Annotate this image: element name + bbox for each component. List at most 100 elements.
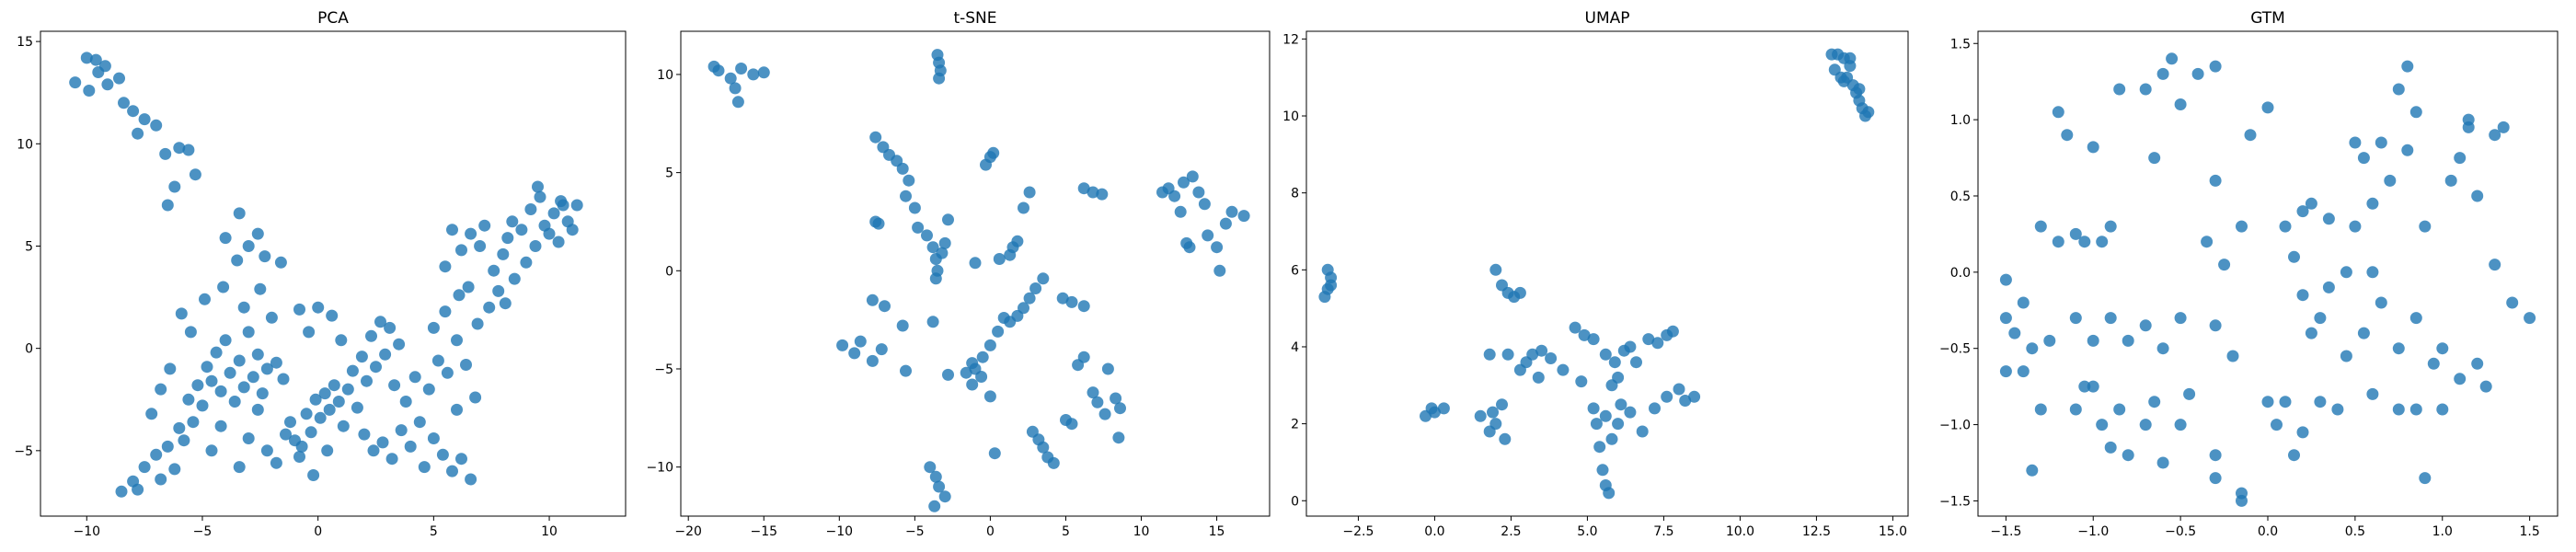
scatter-point — [2305, 197, 2317, 210]
scatter-point — [2471, 357, 2484, 370]
scatter-point — [113, 72, 125, 85]
scatter-point — [529, 240, 542, 252]
scatter-point — [921, 229, 933, 242]
scatter-point — [942, 213, 954, 226]
scatter-point — [446, 224, 458, 236]
scatter-point — [2392, 342, 2405, 355]
scatter-point — [2191, 67, 2204, 80]
scatter-point — [2375, 136, 2387, 149]
scatter-point — [866, 293, 879, 306]
scatter-point — [1605, 379, 1618, 392]
scatter-point — [161, 440, 174, 453]
scatter-point — [305, 426, 317, 439]
scatter-point — [492, 284, 505, 297]
scatter-point — [1630, 356, 1642, 369]
scatter-point — [1087, 186, 1099, 199]
scatter-point — [173, 142, 186, 155]
scatter-point — [1174, 205, 1187, 218]
scatter-point — [2349, 220, 2362, 233]
scatter-point — [408, 371, 421, 384]
scatter-point — [242, 326, 255, 339]
scatter-point — [1186, 170, 1199, 183]
panel-3: GTM −1.5 −1.0 −0.5 0.0 0.5 1.0 1.5 −1.5 −1.0 −0.5 0… — [1939, 9, 2559, 539]
scatter-point — [2174, 98, 2187, 110]
scatter-point — [2218, 259, 2231, 271]
scatter-point — [2209, 60, 2222, 73]
scatter-point — [237, 301, 250, 314]
scatter-point — [1437, 402, 1450, 415]
y-tick-label: 5 — [665, 167, 673, 181]
scatter-point — [2349, 136, 2362, 149]
scatter-point — [2183, 387, 2196, 400]
scatter-point — [988, 447, 1001, 460]
scatter-points — [1999, 52, 2536, 507]
y-tick-label: −5 — [654, 362, 673, 377]
scatter-points — [1318, 48, 1875, 500]
scatter-point — [2104, 220, 2117, 233]
scatter-point — [1499, 432, 1512, 445]
scatter-point — [173, 421, 186, 434]
scatter-point — [393, 338, 406, 351]
scatter-point — [145, 408, 158, 420]
scatter-point — [361, 374, 373, 387]
axes-frame — [680, 30, 1271, 517]
scatter-point — [1192, 186, 1205, 199]
scatter-point — [1056, 292, 1069, 305]
scatter-point — [453, 289, 466, 302]
scatter-point — [1474, 409, 1487, 422]
y-tick-label: 10 — [657, 68, 673, 83]
panel-2: UMAP −2.5 0.0 2.5 5.0 7.5 10.0 12.5 15.0 0 2 4 6 8 10 1… — [1282, 9, 1909, 539]
scatter-point — [903, 174, 915, 187]
scatter-point — [1661, 390, 1673, 403]
scatter-point — [2008, 327, 2021, 339]
scatter-point — [138, 113, 151, 126]
scatter-point — [300, 408, 313, 420]
scatter-point — [2087, 380, 2099, 393]
scatter-point — [446, 465, 458, 477]
scatter-point — [1575, 375, 1588, 388]
scatter-point — [1198, 198, 1211, 211]
scatter-point — [729, 82, 742, 95]
scatter-point — [132, 483, 144, 496]
y-tick-label: 15 — [17, 35, 33, 50]
scatter-point — [1219, 217, 1232, 230]
scatter-point — [2148, 396, 2161, 408]
scatter-point — [2479, 380, 2492, 393]
scatter-point — [231, 254, 244, 267]
axes-frame — [1305, 30, 1909, 517]
scatter-point — [2427, 357, 2440, 370]
scatter-point — [501, 232, 514, 245]
panel-1: t-SNE −20 −15 −10 −5 0 5 10 15 −10 −5 0 5 10 — [646, 9, 1271, 539]
scatter-point — [2096, 419, 2109, 431]
scatter-point — [2506, 296, 2519, 309]
scatter-point — [2236, 220, 2248, 233]
scatter-point — [1023, 186, 1036, 199]
scatter-point — [1837, 75, 1850, 87]
scatter-point — [465, 227, 477, 240]
scatter-point — [2113, 403, 2126, 416]
scatter-point — [2069, 403, 2082, 416]
scatter-point — [1599, 348, 1612, 361]
scatter-point — [731, 96, 744, 109]
scatter-point — [2366, 266, 2379, 279]
scatter-point — [379, 348, 392, 361]
scatter-point — [260, 362, 273, 375]
scatter-point — [439, 260, 452, 273]
scatter-point — [1489, 263, 1502, 276]
scatter-point — [256, 387, 269, 400]
scatter-point — [441, 366, 454, 379]
scatter-point — [332, 396, 345, 408]
scatter-point — [2052, 236, 2064, 248]
chart-title: t-SNE — [953, 9, 996, 28]
y-tick-label: 10 — [1282, 109, 1299, 124]
scatter-point — [1603, 487, 1616, 500]
scatter-points — [707, 49, 1250, 512]
scatter-point — [2017, 296, 2030, 309]
scatter-point — [1666, 325, 1679, 338]
scatter-point — [896, 162, 909, 175]
scatter-point — [938, 236, 951, 249]
scatter-point — [2357, 152, 2370, 165]
scatter-point — [1999, 273, 2012, 286]
x-tick-label: 0 — [314, 524, 322, 539]
scatter-point — [1535, 344, 1548, 357]
